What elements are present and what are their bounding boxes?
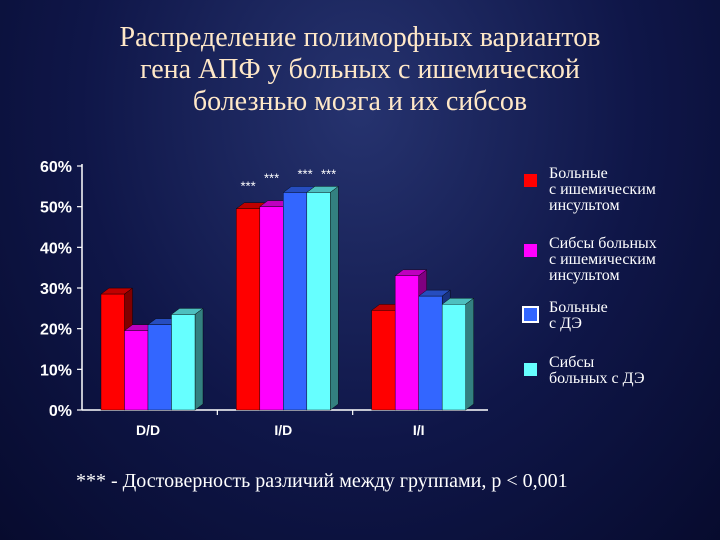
bar-side bbox=[194, 308, 204, 411]
legend-swatch bbox=[524, 363, 537, 376]
bar-front bbox=[124, 330, 149, 411]
legend-swatch bbox=[524, 174, 537, 187]
y-tick-label: 0% bbox=[49, 403, 72, 420]
bar-front bbox=[283, 192, 308, 411]
legend-item-4: Сибсы больных с ДЭ bbox=[524, 355, 645, 387]
title-line: гена АПФ у больных с ишемической bbox=[140, 54, 580, 85]
bar-side bbox=[465, 297, 474, 411]
significance-annotation: *** bbox=[264, 171, 279, 186]
bar-front bbox=[259, 206, 284, 411]
bar-front bbox=[441, 304, 466, 411]
legend-item-3: Больные с ДЭ bbox=[522, 299, 608, 332]
y-tick-label: 60% bbox=[40, 159, 72, 176]
chart-title: Распределение полиморфных вариантов гена… bbox=[40, 22, 680, 118]
x-tick-label: I/D bbox=[274, 422, 292, 438]
bar-front bbox=[371, 310, 396, 411]
bar-front bbox=[306, 192, 331, 411]
y-tick-label: 10% bbox=[40, 362, 72, 379]
bar bbox=[441, 297, 475, 411]
significance-annotation: *** bbox=[240, 179, 255, 194]
title-line: Распределение полиморфных вариантов bbox=[119, 22, 601, 53]
bar-side bbox=[330, 186, 339, 411]
bar-front bbox=[100, 293, 125, 411]
footnote: *** - Достоверность различий между групп… bbox=[76, 470, 568, 492]
chart-annotations: *** *** *** *** bbox=[240, 166, 336, 193]
legend-swatch bbox=[524, 244, 537, 257]
x-tick-label: I/I bbox=[413, 422, 425, 438]
legend-label: Больные с ДЭ bbox=[549, 299, 608, 332]
legend-swatch bbox=[522, 306, 539, 323]
legend-label: Больные с ишемическим инсультом bbox=[549, 165, 656, 214]
title-line: болезнью мозга и их сибсов bbox=[192, 86, 528, 117]
legend-item-1: Больные с ишемическим инсультом bbox=[524, 166, 656, 214]
bar-front bbox=[236, 208, 261, 411]
bar-front bbox=[171, 314, 196, 411]
legend-item-2: Сибсы больных с ишемическим инсультом bbox=[524, 236, 657, 284]
legend-label: Сибсы больных с ДЭ bbox=[549, 354, 645, 387]
significance-annotation: *** bbox=[321, 166, 336, 181]
chart-bars bbox=[100, 186, 475, 411]
y-tick-label: 30% bbox=[40, 281, 72, 298]
y-tick-label: 50% bbox=[40, 200, 72, 217]
bar bbox=[306, 186, 339, 411]
bar-front bbox=[418, 295, 443, 411]
bar-front bbox=[147, 324, 172, 411]
significance-annotation: *** bbox=[297, 166, 312, 181]
y-tick-label: 20% bbox=[40, 322, 72, 339]
x-tick-label: D/D bbox=[136, 422, 160, 438]
bar bbox=[170, 308, 204, 411]
legend-label: Сибсы больных с ишемическим инсультом bbox=[549, 235, 657, 284]
bar-front bbox=[394, 275, 419, 411]
y-tick-label: 40% bbox=[40, 240, 72, 257]
